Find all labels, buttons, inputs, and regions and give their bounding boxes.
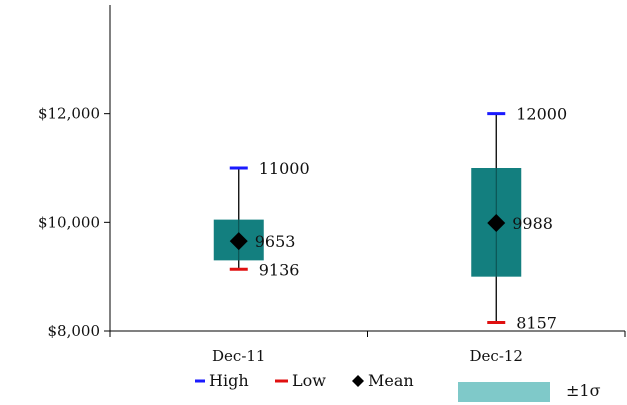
legend-mean-swatch (352, 375, 364, 387)
x-axis-ticks: Dec-11 Dec-12 (109, 331, 626, 365)
high-value-label: 12000 (516, 105, 567, 124)
axes (109, 5, 625, 332)
low-value-label: 9136 (259, 260, 300, 279)
high-value-label: 11000 (259, 159, 310, 178)
y-tick-label: $12,000 (38, 105, 100, 123)
data-labels: 11000 9136 9653 12000 8157 9988 (255, 105, 567, 333)
y-axis-ticks: $8,000 $10,000 $12,000 (38, 105, 110, 340)
low-value-label: 8157 (516, 313, 557, 332)
x-tick-label: Dec-12 (470, 347, 523, 365)
x-tick-label: Dec-11 (212, 347, 265, 365)
legend-mean-label: Mean (368, 371, 414, 390)
plot-marks (213, 112, 522, 324)
y-tick-label: $8,000 (48, 322, 101, 340)
legend-high-label: High (209, 371, 249, 390)
legend-sigma-swatch (458, 382, 550, 402)
legend-sigma-label: ±1σ (566, 381, 601, 400)
legend-low-label: Low (292, 371, 326, 390)
y-tick-label: $10,000 (38, 213, 100, 231)
mean-value-label: 9988 (512, 214, 553, 233)
mean-marker (229, 232, 248, 251)
mean-value-label: 9653 (255, 232, 296, 251)
legend: High Low Mean ±1σ (195, 371, 601, 402)
mean-marker (487, 213, 506, 232)
